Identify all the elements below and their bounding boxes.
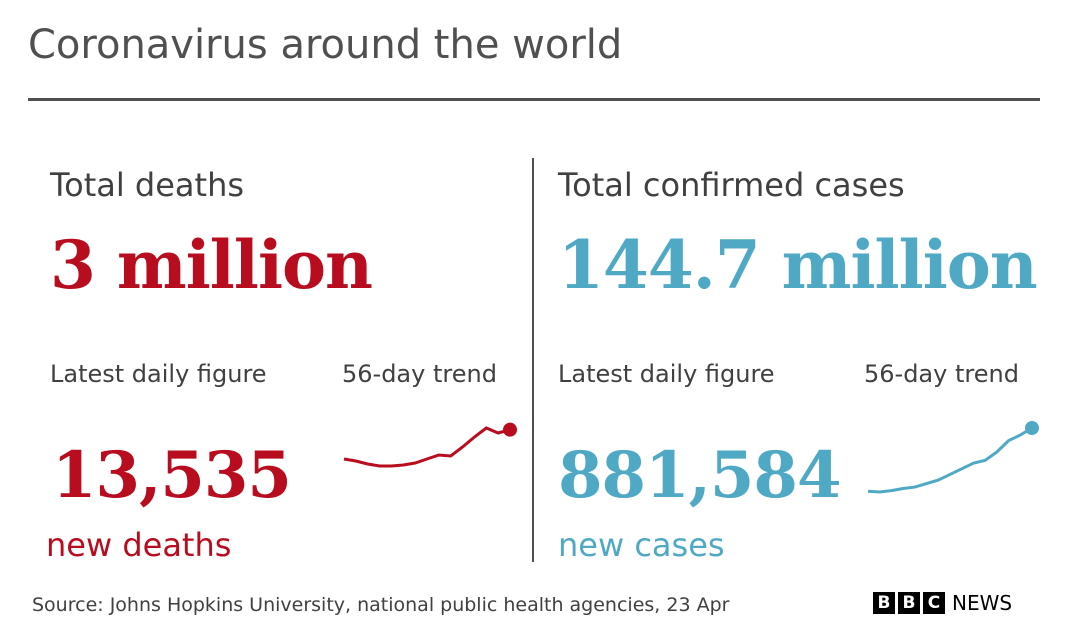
heading: Total confirmed cases [558, 166, 905, 204]
heading: Total deaths [50, 166, 245, 204]
trend-end [1025, 421, 1039, 435]
logo: B B C NEWS [873, 591, 1012, 615]
trend-end [503, 422, 517, 437]
daily-label: Latest daily figure [558, 360, 775, 388]
sparkline [867, 421, 1039, 494]
divider [532, 158, 534, 562]
daily-label: Latest daily figure [50, 360, 267, 388]
trend-line [343, 426, 511, 468]
logo-letter: B [898, 592, 920, 614]
daily-figure: 13,535 [52, 438, 292, 513]
sparkline [343, 422, 517, 468]
logo-letter: C [923, 592, 945, 614]
rule [28, 98, 1040, 101]
trend-label: 56-day trend [342, 360, 497, 388]
logo-news: NEWS [952, 591, 1013, 615]
title: Coronavirus around the world [28, 22, 623, 68]
source: Source: Johns Hopkins University, nation… [32, 594, 730, 616]
daily-caption: new cases [558, 526, 725, 564]
trend-label: 56-day trend [864, 360, 1019, 388]
total: 3 million [50, 226, 373, 304]
total: 144.7 million [558, 226, 1038, 304]
daily-caption: new deaths [46, 526, 232, 564]
daily-figure: 881,584 [558, 438, 841, 513]
logo-letter: B [873, 592, 895, 614]
trend-line [867, 426, 1033, 494]
